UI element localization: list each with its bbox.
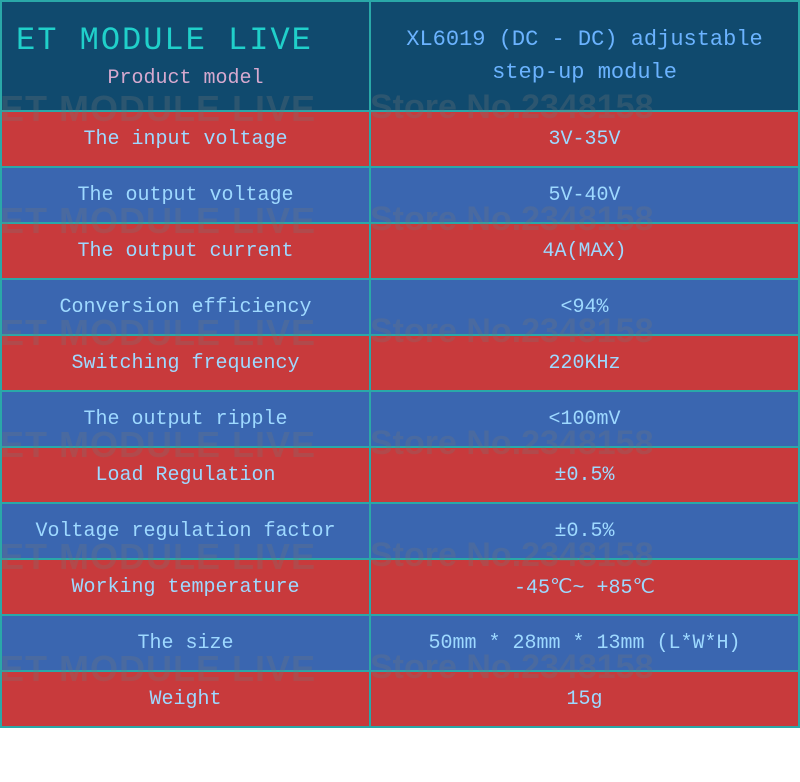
spec-value: 3V-35V bbox=[370, 111, 799, 167]
spec-label: The size bbox=[1, 615, 370, 671]
table-row: The size50mm * 28mm * 13mm (L*W*H) bbox=[1, 615, 799, 671]
product-name-line2: step-up module bbox=[391, 56, 778, 89]
brand-title: ET MODULE LIVE bbox=[2, 22, 369, 59]
header-right-cell: XL6019 (DC - DC) adjustable step-up modu… bbox=[370, 1, 799, 111]
spec-label: The input voltage bbox=[1, 111, 370, 167]
spec-value: 220KHz bbox=[370, 335, 799, 391]
spec-label: Load Regulation bbox=[1, 447, 370, 503]
table-row: Switching frequency220KHz bbox=[1, 335, 799, 391]
spec-label: Conversion efficiency bbox=[1, 279, 370, 335]
spec-table: ET MODULE LIVE Product model XL6019 (DC … bbox=[0, 0, 800, 728]
spec-label: Voltage regulation factor bbox=[1, 503, 370, 559]
table-row: The output voltage5V-40V bbox=[1, 167, 799, 223]
spec-value: 5V-40V bbox=[370, 167, 799, 223]
header-subtitle: Product model bbox=[2, 67, 369, 90]
spec-label: Weight bbox=[1, 671, 370, 727]
table-row: The input voltage3V-35V bbox=[1, 111, 799, 167]
spec-value: -45℃~ +85℃ bbox=[370, 559, 799, 615]
spec-value: 50mm * 28mm * 13mm (L*W*H) bbox=[370, 615, 799, 671]
spec-value: <94% bbox=[370, 279, 799, 335]
spec-value: 15g bbox=[370, 671, 799, 727]
spec-value: ±0.5% bbox=[370, 447, 799, 503]
table-row: The output current4A(MAX) bbox=[1, 223, 799, 279]
table-row: The output ripple<100mV bbox=[1, 391, 799, 447]
product-name-line1: XL6019 (DC - DC) adjustable bbox=[391, 23, 778, 56]
table-row: Working temperature-45℃~ +85℃ bbox=[1, 559, 799, 615]
spec-value: <100mV bbox=[370, 391, 799, 447]
header-row: ET MODULE LIVE Product model XL6019 (DC … bbox=[1, 1, 799, 111]
table-row: Weight15g bbox=[1, 671, 799, 727]
spec-label: Working temperature bbox=[1, 559, 370, 615]
header-left-cell: ET MODULE LIVE Product model bbox=[1, 1, 370, 111]
spec-label: The output voltage bbox=[1, 167, 370, 223]
table-row: Load Regulation±0.5% bbox=[1, 447, 799, 503]
spec-label: The output current bbox=[1, 223, 370, 279]
spec-label: Switching frequency bbox=[1, 335, 370, 391]
spec-value: ±0.5% bbox=[370, 503, 799, 559]
table-row: Voltage regulation factor±0.5% bbox=[1, 503, 799, 559]
spec-label: The output ripple bbox=[1, 391, 370, 447]
table-row: Conversion efficiency<94% bbox=[1, 279, 799, 335]
spec-value: 4A(MAX) bbox=[370, 223, 799, 279]
